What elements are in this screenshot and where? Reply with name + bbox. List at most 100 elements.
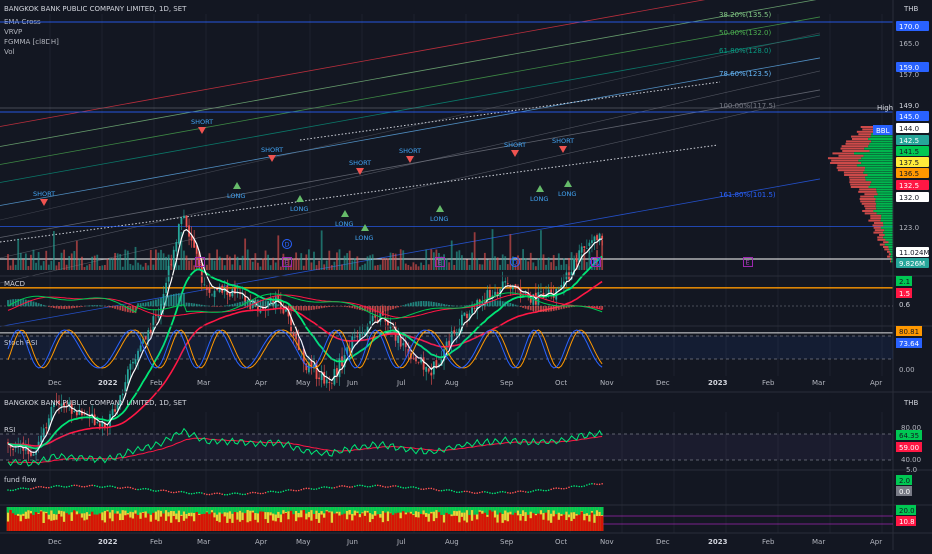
candle-body[interactable]	[96, 422, 98, 423]
time-axis-label[interactable]: Jul	[396, 538, 406, 546]
time-axis-label[interactable]: Mar	[812, 379, 825, 387]
candle-body[interactable]	[318, 378, 320, 379]
time-axis-label[interactable]: 2023	[708, 538, 728, 546]
candle-body[interactable]	[76, 412, 78, 415]
price-axis-label[interactable]: 123.0	[899, 224, 919, 232]
candle-body[interactable]	[423, 357, 425, 369]
candle-body[interactable]	[425, 367, 427, 372]
candle-body[interactable]	[428, 368, 430, 371]
price-axis-label[interactable]: 157.0	[899, 71, 919, 79]
time-axis-label[interactable]: Feb	[762, 379, 775, 387]
candle-body[interactable]	[321, 373, 323, 380]
candle-body[interactable]	[201, 265, 203, 283]
candle-body[interactable]	[181, 218, 183, 224]
candle-body[interactable]	[418, 362, 420, 363]
candle-body[interactable]	[591, 240, 593, 243]
time-axis-label[interactable]: Sep	[500, 379, 514, 387]
candle-body[interactable]	[430, 373, 432, 376]
candle-body[interactable]	[50, 407, 52, 421]
candle-body[interactable]	[183, 216, 185, 218]
candle-body[interactable]	[122, 394, 124, 396]
indicator-label[interactable]: Vol	[4, 48, 15, 56]
candle-body[interactable]	[293, 334, 295, 336]
time-axis-label[interactable]: 2023	[708, 379, 728, 387]
candle-body[interactable]	[589, 243, 591, 246]
candle-body[interactable]	[178, 224, 180, 243]
candle-body[interactable]	[456, 333, 458, 335]
candle-body[interactable]	[323, 372, 325, 384]
time-axis-label[interactable]: Feb	[150, 538, 163, 546]
candle-body[interactable]	[453, 330, 455, 333]
indicator-label[interactable]: VRVP	[4, 28, 22, 36]
time-axis-label[interactable]: Oct	[555, 538, 567, 546]
time-axis-label[interactable]: Mar	[197, 538, 210, 546]
time-axis-label[interactable]: May	[296, 538, 310, 546]
candle-body[interactable]	[114, 409, 116, 411]
time-axis-label[interactable]: Sep	[500, 538, 514, 546]
time-axis-label[interactable]: Apr	[255, 538, 267, 546]
candle-body[interactable]	[127, 369, 129, 383]
candle-body[interactable]	[464, 313, 466, 316]
time-axis-label[interactable]: Apr	[870, 538, 882, 546]
time-axis-label[interactable]: Dec	[656, 538, 670, 546]
candle-body[interactable]	[489, 290, 491, 298]
time-axis-label[interactable]: Dec	[656, 379, 670, 387]
candle-body[interactable]	[73, 411, 75, 412]
candle-body[interactable]	[474, 308, 476, 309]
candle-body[interactable]	[170, 264, 172, 265]
candle-body[interactable]	[466, 314, 468, 318]
time-axis-label[interactable]: Apr	[870, 379, 882, 387]
candle-body[interactable]	[540, 291, 542, 292]
candle-body[interactable]	[548, 290, 550, 293]
candle-body[interactable]	[135, 359, 137, 364]
candle-body[interactable]	[112, 409, 114, 415]
time-axis-label[interactable]: May	[296, 379, 310, 387]
candle-body[interactable]	[283, 309, 285, 314]
candle-body[interactable]	[331, 383, 333, 384]
candle-body[interactable]	[45, 427, 47, 428]
candle-body[interactable]	[538, 292, 540, 305]
candle-body[interactable]	[596, 235, 598, 240]
time-axis-label[interactable]: Apr	[255, 379, 267, 387]
candle-body[interactable]	[507, 283, 509, 284]
time-axis-label[interactable]: Nov	[600, 379, 614, 387]
candle-body[interactable]	[150, 330, 152, 333]
time-axis-label[interactable]: Aug	[445, 538, 459, 546]
candle-body[interactable]	[471, 307, 473, 313]
indicator-label[interactable]: FGMMA [cl8DH]	[4, 38, 59, 46]
time-axis-label[interactable]: Feb	[762, 538, 775, 546]
candle-body[interactable]	[504, 281, 506, 282]
candle-body[interactable]	[576, 258, 578, 261]
candle-body[interactable]	[214, 291, 216, 297]
time-axis-label[interactable]: Oct	[555, 379, 567, 387]
candle-body[interactable]	[206, 287, 208, 290]
price-axis-label[interactable]: 165.0	[899, 40, 919, 48]
candle-body[interactable]	[229, 294, 231, 297]
time-axis-label[interactable]: 2022	[98, 538, 118, 546]
time-axis-label[interactable]: Mar	[197, 379, 210, 387]
candle-body[interactable]	[165, 283, 167, 293]
candle-body[interactable]	[203, 285, 205, 286]
time-axis-label[interactable]: Nov	[600, 538, 614, 546]
candle-body[interactable]	[560, 285, 562, 288]
candle-body[interactable]	[362, 334, 364, 335]
candle-body[interactable]	[328, 382, 330, 383]
candle-body[interactable]	[132, 362, 134, 363]
candle-body[interactable]	[99, 423, 101, 426]
candle-body[interactable]	[326, 380, 328, 384]
candle-body[interactable]	[84, 414, 86, 415]
candle-body[interactable]	[583, 246, 585, 248]
candle-body[interactable]	[601, 236, 603, 239]
candle-body[interactable]	[175, 242, 177, 251]
candle-body[interactable]	[173, 250, 175, 267]
candle-body[interactable]	[216, 289, 218, 290]
candle-body[interactable]	[94, 414, 96, 425]
candle-body[interactable]	[232, 289, 234, 296]
candle-body[interactable]	[372, 316, 374, 322]
time-axis-label[interactable]: Mar	[812, 538, 825, 546]
time-axis-label[interactable]: Jun	[346, 379, 358, 387]
candle-body[interactable]	[494, 292, 496, 295]
time-axis-label[interactable]: Feb	[150, 379, 163, 387]
candle-body[interactable]	[586, 248, 588, 249]
